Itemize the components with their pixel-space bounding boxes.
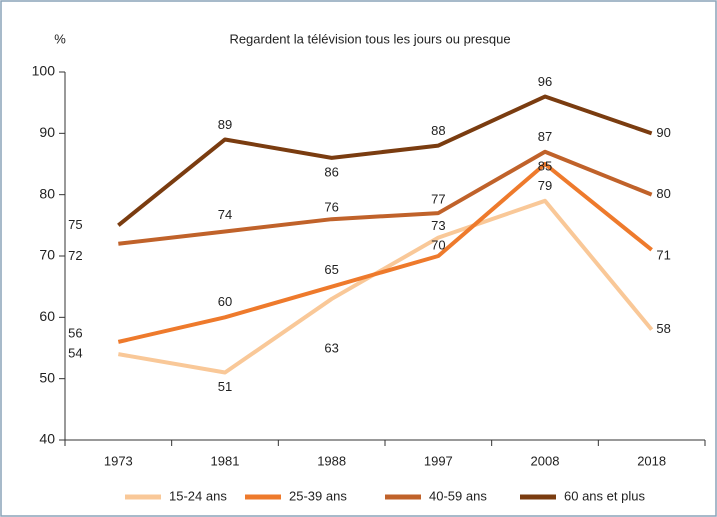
x-tick-label: 1997 [424, 453, 453, 468]
x-tick-label: 1988 [317, 453, 346, 468]
y-tick-label: 50 [39, 369, 55, 385]
legend-label: 40-59 ans [429, 488, 487, 503]
data-label: 51 [218, 379, 232, 394]
y-tick-label: 90 [39, 124, 55, 140]
data-label: 60 [218, 294, 232, 309]
data-label: 70 [431, 237, 445, 252]
data-label: 71 [656, 247, 670, 262]
line [118, 149, 653, 246]
data-label: 79 [538, 178, 552, 193]
data-label: 88 [431, 123, 445, 138]
data-label: 56 [68, 325, 82, 340]
data-label: 63 [324, 340, 338, 355]
data-label: 80 [656, 186, 670, 201]
data-label: 73 [431, 218, 445, 233]
data-label: 89 [218, 117, 232, 132]
x-tick-label: 1981 [211, 453, 240, 468]
data-label: 87 [538, 129, 552, 144]
y-tick-label: 70 [39, 247, 55, 263]
data-label: 54 [68, 346, 82, 361]
data-label: 77 [431, 192, 445, 207]
data-label: 86 [324, 164, 338, 179]
x-tick-label: 1973 [104, 453, 133, 468]
legend-label: 25-39 ans [289, 488, 347, 503]
y-tick-label: 100 [32, 63, 56, 79]
y-tick-label: 60 [39, 308, 55, 324]
line [117, 94, 653, 227]
x-tick-label: 2018 [637, 453, 666, 468]
y-axis-label: % [54, 31, 66, 46]
line [117, 162, 653, 344]
data-label: 58 [656, 321, 670, 336]
chart-title: Regardent la télévision tous les jours o… [229, 31, 510, 46]
y-tick-label: 80 [39, 185, 55, 201]
data-label: 74 [218, 207, 232, 222]
data-label: 65 [324, 262, 338, 277]
data-label: 85 [538, 158, 552, 173]
legend-label: 15-24 ans [169, 488, 227, 503]
y-tick-label: 40 [39, 431, 55, 447]
line [117, 198, 654, 375]
x-tick-label: 2008 [531, 453, 560, 468]
data-label: 76 [324, 200, 338, 215]
legend-label: 60 ans et plus [564, 488, 645, 503]
data-label: 90 [656, 125, 670, 140]
data-label: 72 [68, 248, 82, 263]
data-label: 96 [538, 74, 552, 89]
data-label: 75 [68, 217, 82, 232]
